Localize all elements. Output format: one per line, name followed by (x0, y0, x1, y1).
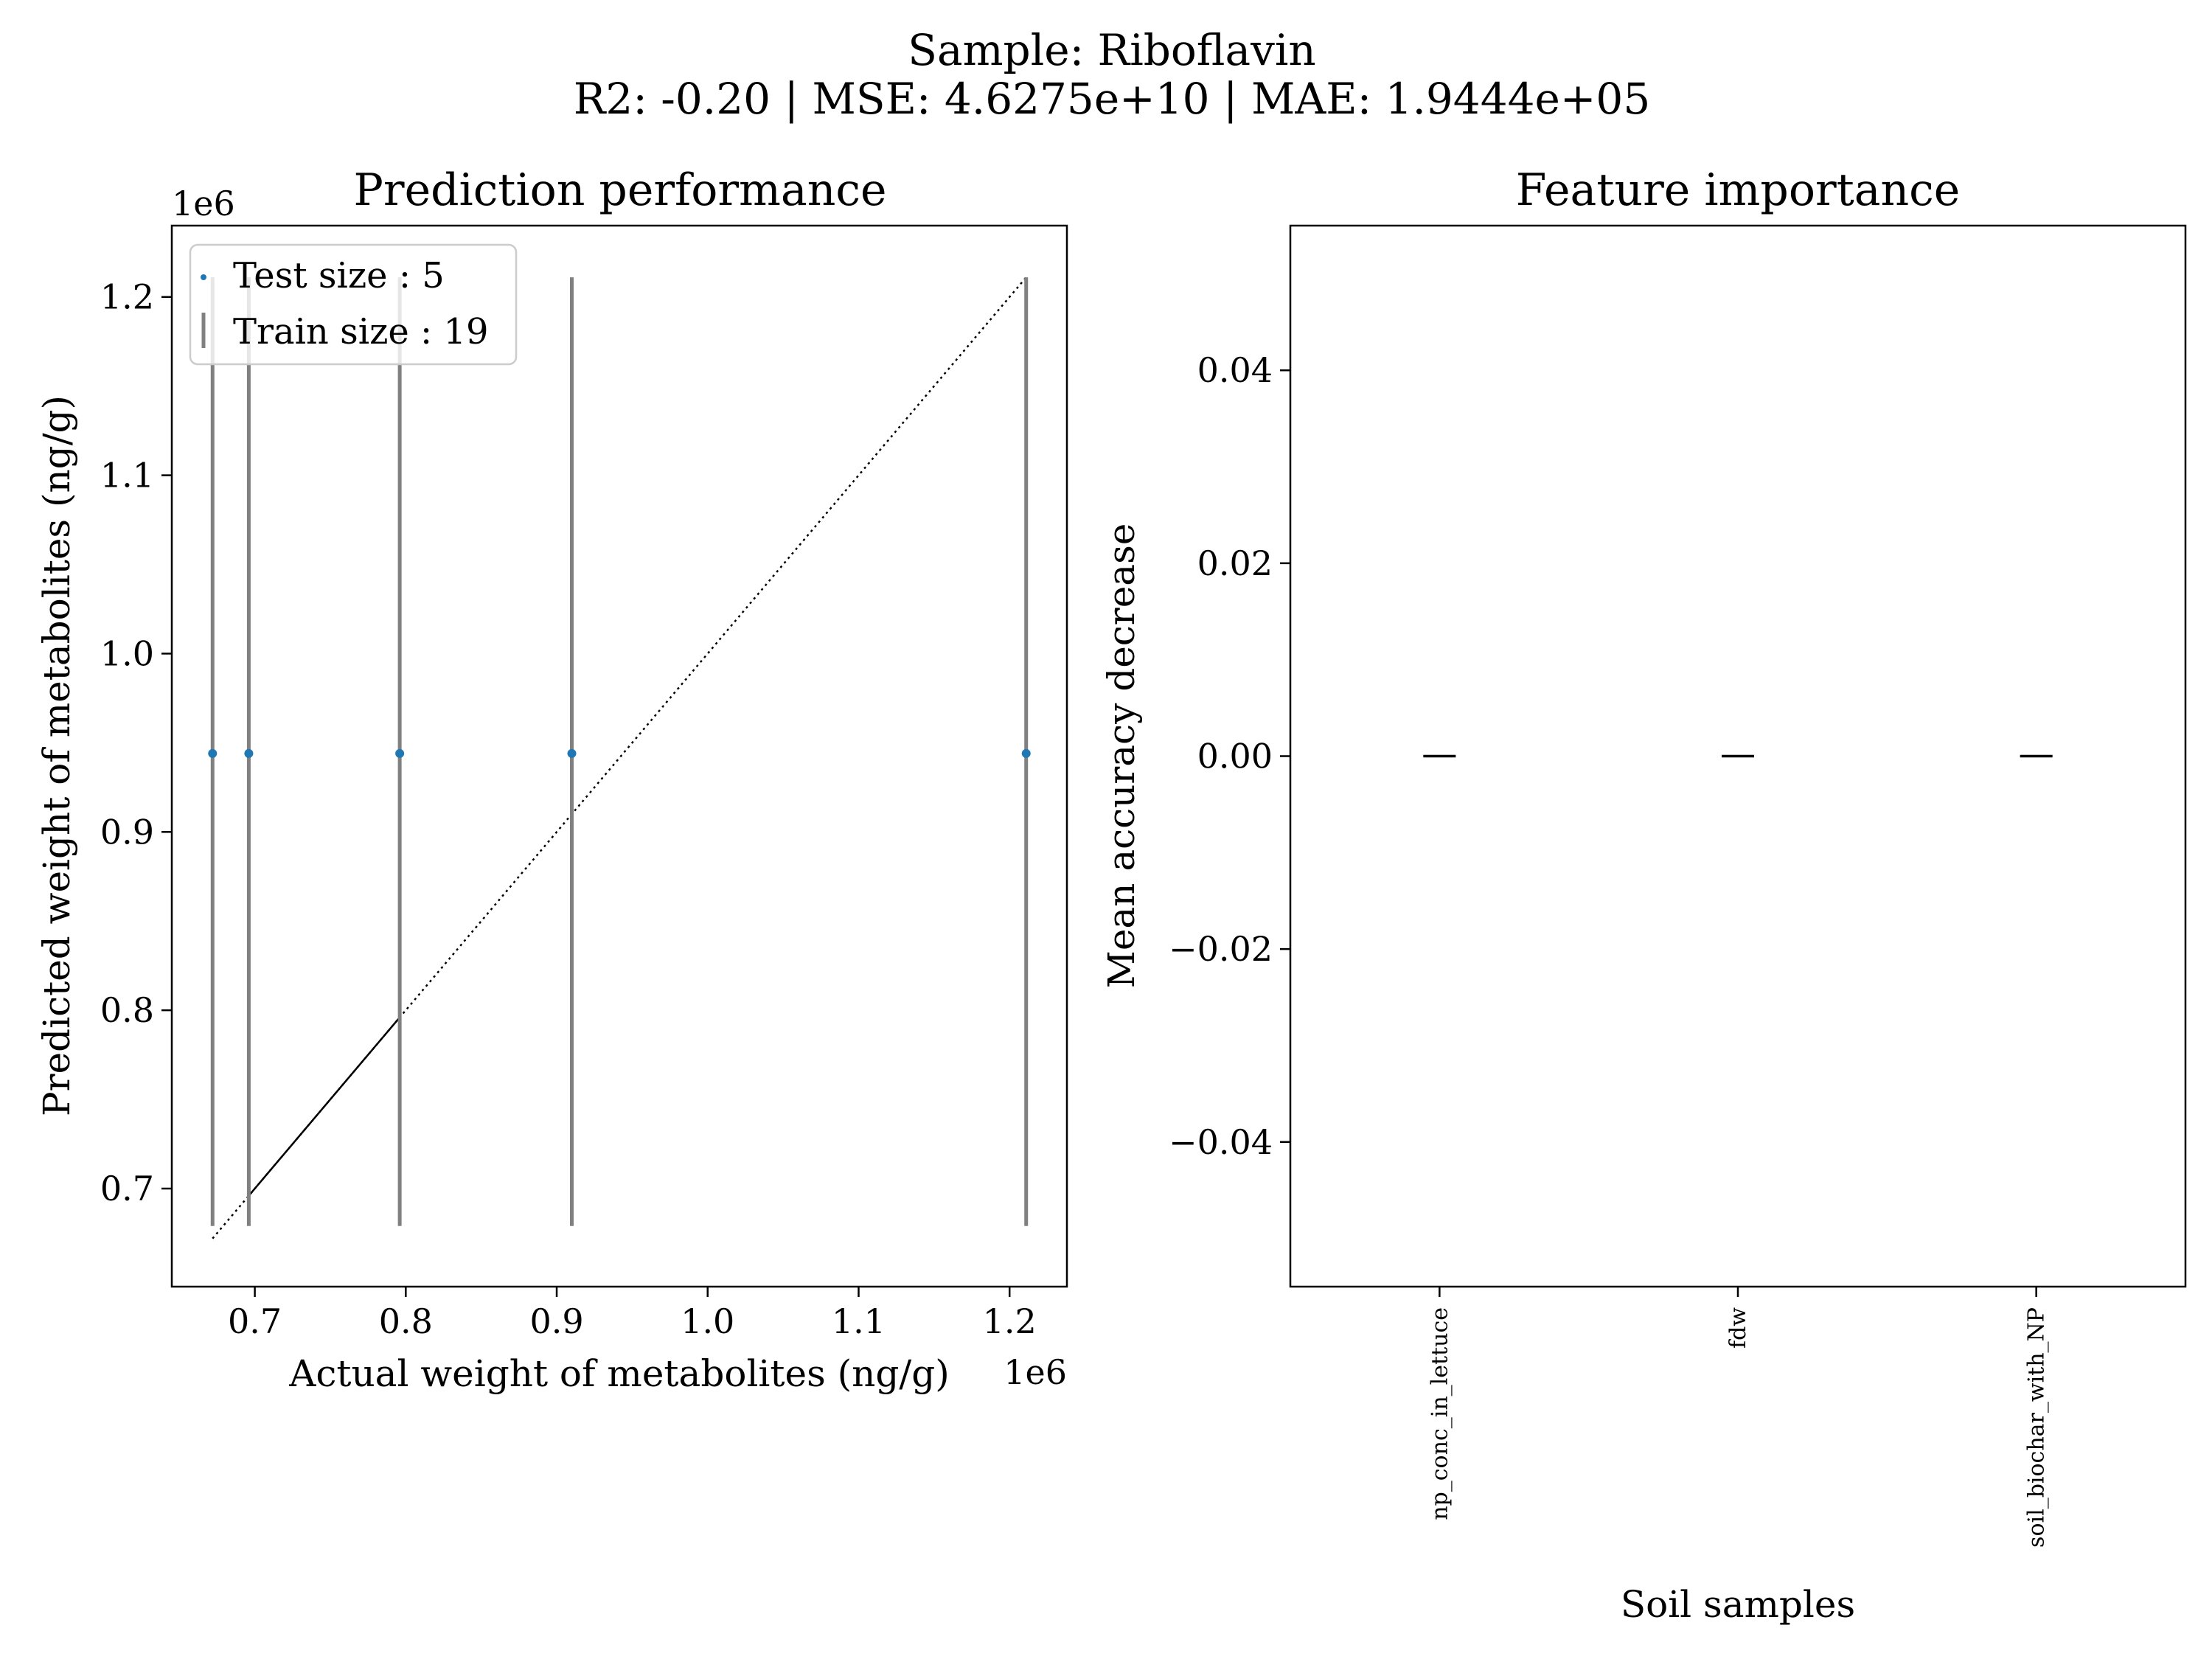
prediction-x-tick-label: 1.2 (983, 1301, 1037, 1341)
feature-importance-panel: Feature importance np_conc_in_lettuce fdw… (1100, 164, 2187, 1626)
test-point-3 (395, 748, 405, 758)
prediction-x-tick-label: 1.1 (832, 1301, 886, 1341)
prediction-x-tick-label: 1.0 (681, 1301, 734, 1341)
figure-suptitle-line2: R2: -0.20 | MSE: 4.6275e+10 | MAE: 1.944… (574, 74, 1650, 124)
prediction-panel-title: Prediction performance (354, 164, 887, 216)
feature-y-axis-label: Mean accuracy decrease (1100, 524, 1143, 989)
prediction-y-tick-label: 0.8 (100, 990, 154, 1030)
prediction-x-offset-text: 1e6 (1004, 1352, 1067, 1392)
prediction-y-tick-label: 0.7 (100, 1169, 154, 1208)
prediction-y-tick-label: 1.1 (100, 456, 154, 495)
prediction-legend: Test size : 5 Train size : 19 (189, 243, 518, 366)
prediction-x-tick-label: 0.9 (529, 1301, 583, 1341)
legend-train-label: Train size : 19 (233, 311, 489, 352)
legend-box (189, 243, 518, 366)
legend-test-marker (201, 274, 206, 280)
feature-y-tick-label: −0.04 (1169, 1122, 1273, 1162)
prediction-x-axis-label: Actual weight of metabolites (ng/g) (288, 1352, 949, 1395)
prediction-y-axis-label: Predicted weight of metabolites (ng/g) (35, 395, 78, 1116)
prediction-axes-frame (170, 224, 1068, 1288)
feature-x-axis-label: Soil samples (1621, 1583, 1855, 1626)
test-point-2 (244, 748, 254, 758)
identity-solid-segment (248, 1017, 401, 1197)
test-point-5 (1021, 748, 1031, 758)
feature-y-tick-label: 0.00 (1197, 737, 1273, 776)
feature-panel-title: Feature importance (1516, 164, 1961, 216)
prediction-y-ticks: 0.7 0.8 0.9 1.0 1.1 1.2 (100, 277, 172, 1208)
feature-y-ticks: 0.04 0.02 0.00 −0.02 −0.04 (1169, 350, 1290, 1162)
test-point-1 (208, 748, 218, 758)
prediction-x-tick-label: 0.8 (379, 1301, 433, 1341)
feature-category-label: fdw (1725, 1307, 1751, 1349)
prediction-y-tick-label: 1.0 (100, 633, 154, 673)
prediction-performance-panel: Prediction performance 0.7 0.8 0.9 1.0 1.1 1.… (35, 164, 1068, 1395)
feature-x-ticks: np_conc_in_lettuce fdw soil_biochar_with_N… (1427, 1287, 2050, 1548)
prediction-plot-area (208, 276, 1031, 1239)
feature-y-tick-label: 0.02 (1197, 543, 1273, 583)
prediction-x-tick-label: 0.7 (228, 1301, 282, 1341)
prediction-y-tick-label: 0.9 (100, 812, 154, 852)
legend-test-label: Test size : 5 (233, 255, 445, 296)
feature-y-tick-label: −0.02 (1169, 929, 1273, 969)
test-point-4 (567, 748, 577, 758)
feature-category-label: np_conc_in_lettuce (1427, 1307, 1453, 1520)
feature-category-label: soil_biochar_with_NP (2024, 1307, 2050, 1548)
prediction-y-tick-label: 1.2 (100, 277, 154, 317)
prediction-y-offset-text: 1e6 (172, 184, 235, 223)
prediction-x-ticks: 0.7 0.8 0.9 1.0 1.1 1.2 (228, 1287, 1037, 1341)
feature-y-tick-label: 0.04 (1197, 350, 1273, 390)
figure-suptitle-line1: Sample: Riboflavin (908, 25, 1316, 75)
